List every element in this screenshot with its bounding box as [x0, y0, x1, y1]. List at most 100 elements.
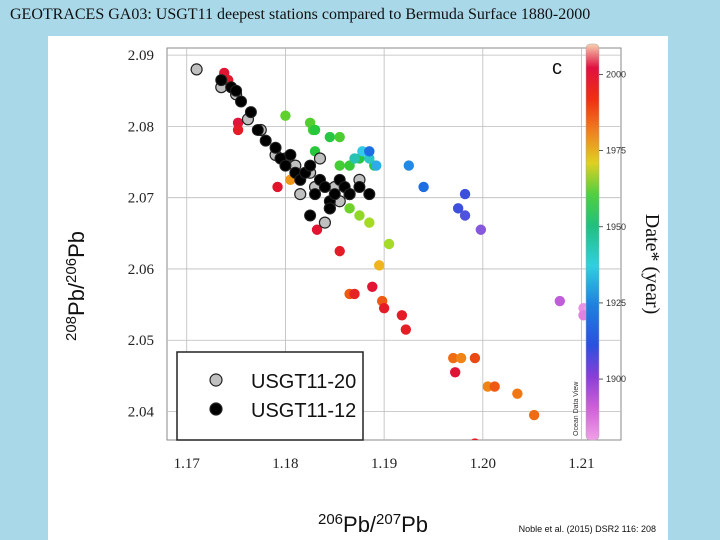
surface-point	[403, 160, 415, 171]
x-tick-label: 1.18	[272, 456, 298, 472]
colorbar-title: Date* (year)	[641, 214, 663, 315]
usgt11-12-point	[269, 141, 282, 154]
usgt11-12-point	[353, 180, 366, 193]
usgt11-12-point	[235, 95, 248, 108]
usgt11-12-point	[304, 159, 317, 172]
citation: Noble et al. (2015) DSR2 116: 208	[518, 524, 656, 534]
surface-point	[554, 295, 566, 307]
surface-point	[367, 281, 378, 292]
surface-point	[475, 224, 487, 235]
usgt11-20-point	[313, 152, 327, 165]
usgt11-20-point	[294, 188, 307, 201]
surface-point	[280, 110, 291, 121]
y-axis-title: 208Pb/206Pb	[63, 231, 89, 341]
usgt11-12-point	[304, 209, 317, 222]
colorbar-gradient	[585, 43, 600, 441]
x-axis-sup1: 206	[318, 511, 343, 528]
y-axis-sup2: 206	[63, 258, 80, 283]
usgt11-12-point	[215, 74, 228, 87]
usgt11-12-point	[318, 180, 331, 193]
y-tick-label: 2.07	[128, 191, 155, 207]
surface-point	[378, 302, 390, 314]
legend-label-usgt11-20: USGT11-20	[251, 371, 356, 393]
usgt11-12-point	[284, 148, 297, 161]
legend-label-usgt11-12: USGT11-12	[251, 400, 356, 422]
x-tick-label: 1.20	[470, 456, 496, 472]
y-tick-label: 2.05	[128, 333, 154, 349]
surface-point	[364, 153, 375, 164]
usgt11-12-point	[309, 188, 322, 201]
surface-point	[459, 188, 471, 200]
colorbar-tick-label: 1950	[606, 222, 626, 232]
legend-marker-usgt11-12	[209, 402, 223, 416]
x-tick-label: 1.21	[568, 456, 594, 472]
y-axis-base1: Pb/	[64, 282, 89, 316]
surface-point	[334, 245, 345, 257]
surface-point	[232, 117, 244, 129]
usgt11-12-point	[259, 134, 272, 147]
surface-point	[344, 203, 355, 214]
surface-point	[452, 203, 464, 214]
surface-point	[418, 181, 429, 193]
x-axis-title: 206Pb/207Pb	[318, 511, 428, 537]
y-axis-base2: Pb	[64, 231, 89, 258]
plot-frame	[166, 47, 622, 441]
x-tick-label: 1.19	[371, 456, 397, 472]
surface-point	[512, 388, 523, 399]
figure-panel: 1.17 1.18 1.19 1.20 1.21 2.04 2.05 2.06 2.07 2.0…	[48, 36, 668, 540]
usgt11-12-point	[328, 188, 341, 201]
y-tick-label: 2.09	[128, 48, 154, 64]
colorbar-tick-label: 2000	[606, 69, 626, 79]
usgt11-20-point	[190, 63, 203, 76]
colorbar-tick-labels: 1900 1925 1950 1975 2000	[599, 69, 626, 384]
surface-point	[371, 160, 382, 171]
surface-point	[334, 160, 345, 171]
surface-point	[349, 288, 360, 300]
surface-point	[364, 146, 375, 157]
surface-point	[334, 131, 345, 143]
surface-point	[354, 210, 365, 221]
colorbar-tick-label: 1900	[606, 374, 626, 384]
x-axis-base2: Pb	[401, 512, 428, 537]
x-tick-labels: 1.17 1.18 1.19 1.20 1.21	[174, 456, 595, 472]
surface-point	[364, 217, 375, 228]
surface-point	[489, 381, 500, 392]
slide-title: GEOTRACES GA03: USGT11 deepest stations …	[10, 6, 591, 23]
surface-point	[469, 352, 481, 364]
usgt11-12-point	[323, 202, 336, 215]
surface-point	[232, 124, 244, 136]
usgt11-12-point	[363, 188, 376, 201]
surface-point	[455, 352, 467, 364]
panel-label: c	[552, 57, 562, 79]
x-axis-sup2: 207	[376, 511, 401, 528]
surface-point	[449, 367, 461, 378]
surface-point	[448, 352, 459, 364]
scatter-chart: 1.17 1.18 1.19 1.20 1.21 2.042.052.062.072.0…	[63, 43, 663, 537]
data-points	[190, 63, 597, 440]
y-tick-label: 2.04	[128, 404, 155, 420]
surface-point	[383, 238, 395, 250]
usgt11-12-point	[230, 84, 243, 97]
legend-box	[176, 351, 364, 441]
surface-point	[528, 409, 540, 421]
surface-point	[349, 153, 360, 164]
usgt11-12-point	[279, 159, 292, 172]
surface-point	[396, 310, 408, 321]
legend-marker-usgt11-20	[209, 373, 223, 387]
surface-point	[400, 324, 412, 335]
y-tick-labels: 2.04 2.05 2.06 2.07 2.08 2.09	[128, 48, 155, 420]
usgt11-12-point	[251, 123, 264, 136]
surface-point	[311, 224, 323, 235]
surface-point	[471, 438, 479, 440]
colorbar-tick-label: 1925	[606, 298, 626, 308]
surface-point	[459, 210, 471, 221]
usgt11-12-point	[244, 106, 257, 119]
surface-point	[373, 260, 385, 271]
usgt11-12-point	[343, 188, 356, 201]
legend: USGT11-20 USGT11-12	[176, 351, 364, 441]
surface-point	[272, 181, 283, 193]
surface-point	[309, 124, 321, 136]
odv-watermark: Ocean Data View	[573, 381, 580, 436]
y-tick-label: 2.08	[128, 119, 154, 135]
colorbar-tick-label: 1975	[606, 146, 626, 156]
